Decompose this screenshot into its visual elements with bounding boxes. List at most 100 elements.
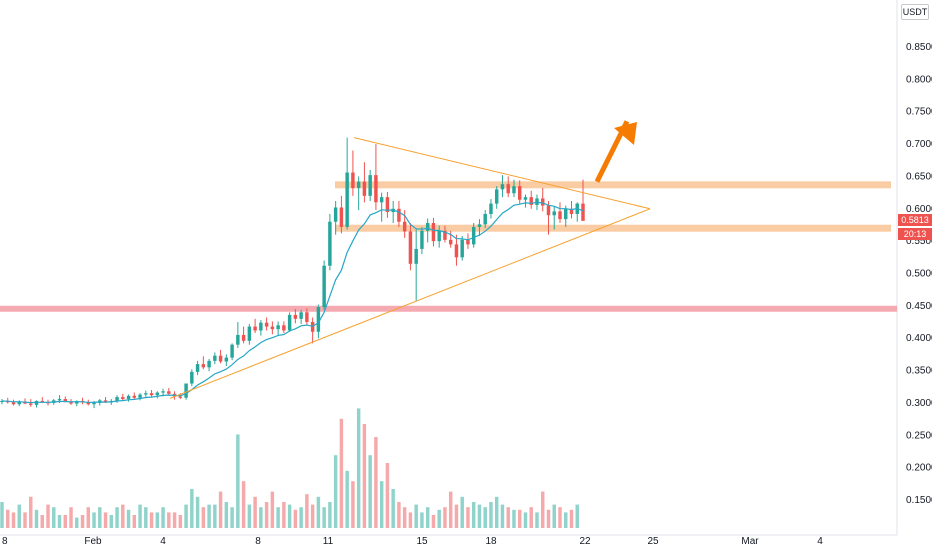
candle-body xyxy=(564,208,568,220)
candle-body xyxy=(569,208,574,214)
candle-body xyxy=(264,322,269,327)
volume-bar xyxy=(121,504,125,528)
candle-body xyxy=(282,325,286,331)
candle-body xyxy=(477,224,482,227)
volume-bar xyxy=(385,463,390,528)
volume-bar xyxy=(115,507,119,528)
breakout-arrow-head xyxy=(614,122,637,145)
volume-bar xyxy=(57,515,62,528)
candle-body xyxy=(362,181,367,196)
candle-body xyxy=(230,344,234,358)
ema-line xyxy=(1,201,584,404)
volume-bar xyxy=(282,502,286,528)
candle-body xyxy=(529,197,533,205)
x-tick-label: 18 xyxy=(485,536,497,547)
volume-bar xyxy=(368,455,372,528)
candle-body xyxy=(316,307,321,332)
candle-body xyxy=(471,226,476,245)
candle-body xyxy=(500,184,505,190)
volume-bar xyxy=(483,507,487,528)
volume-bar xyxy=(178,515,183,528)
volume-bar xyxy=(98,507,102,528)
volume-bar xyxy=(17,504,21,528)
volume-bar xyxy=(138,504,142,528)
volume-bar xyxy=(402,507,407,528)
volume-bar xyxy=(391,489,395,528)
volume-bar xyxy=(23,512,27,528)
candle-body xyxy=(201,364,206,368)
volume-bar xyxy=(500,504,505,528)
candle-body xyxy=(218,355,223,362)
candle-body xyxy=(178,396,183,398)
x-tick-label: 8 xyxy=(255,536,261,547)
x-tick-label: 15 xyxy=(416,536,428,547)
candle-body xyxy=(29,403,33,405)
candle-body xyxy=(236,334,240,345)
volume-bar xyxy=(546,509,551,528)
candle-body xyxy=(86,402,91,405)
volume-bar xyxy=(466,507,470,528)
volume-bar xyxy=(264,502,269,528)
y-tick-label: 0.1500 xyxy=(906,495,932,506)
candle-body xyxy=(69,401,73,404)
volume-bar xyxy=(109,515,114,528)
volume-bar xyxy=(103,512,108,528)
volume-bar xyxy=(552,504,556,528)
volume-bar xyxy=(575,504,579,528)
candle-body xyxy=(328,221,332,266)
candle-body xyxy=(546,205,551,216)
candle-body xyxy=(270,326,275,330)
volume-bar xyxy=(374,437,378,528)
candle-body xyxy=(155,392,160,396)
volume-bar xyxy=(40,515,44,528)
candle-body xyxy=(92,402,96,405)
candle-body xyxy=(581,203,585,221)
x-tick-label: 22 xyxy=(579,536,591,547)
volume-bar xyxy=(523,512,528,528)
volume-bar xyxy=(29,496,33,528)
volume-bar xyxy=(351,481,355,528)
volume-bar xyxy=(149,512,154,528)
volume-bar xyxy=(517,509,522,528)
volume-bar xyxy=(397,502,401,528)
volume-bar xyxy=(408,512,413,528)
candle-body xyxy=(425,223,430,231)
volume-bar xyxy=(190,489,194,528)
triangle-upper-line xyxy=(353,137,651,210)
currency-badge[interactable]: USDT xyxy=(901,4,929,20)
volume-bar xyxy=(310,504,315,528)
volume-bar xyxy=(230,507,234,528)
volume-bar xyxy=(541,491,545,528)
candle-body xyxy=(541,198,545,206)
volume-bar xyxy=(69,507,73,528)
x-tick-label: Feb xyxy=(84,536,102,547)
volume-bar xyxy=(241,481,246,528)
support-zone xyxy=(335,224,891,232)
candle-body xyxy=(138,394,142,398)
candle-body xyxy=(431,223,436,242)
candle-body xyxy=(402,221,407,232)
volume-bar xyxy=(224,502,229,528)
candle-body xyxy=(115,397,119,401)
x-tick-label: 25 xyxy=(647,536,659,547)
volume-bar xyxy=(305,494,309,528)
volume-bar xyxy=(6,509,10,528)
volume-bar xyxy=(420,512,424,528)
volume-bar xyxy=(218,491,223,528)
candle-body xyxy=(512,186,516,194)
volume-bar xyxy=(11,512,16,528)
volume-bar xyxy=(558,507,562,528)
major-support-line xyxy=(0,305,897,312)
volume-bar xyxy=(328,502,332,528)
volume-bar xyxy=(86,507,91,528)
volume-bar xyxy=(287,504,292,528)
candle-body xyxy=(506,184,510,194)
candle-body xyxy=(466,239,470,245)
